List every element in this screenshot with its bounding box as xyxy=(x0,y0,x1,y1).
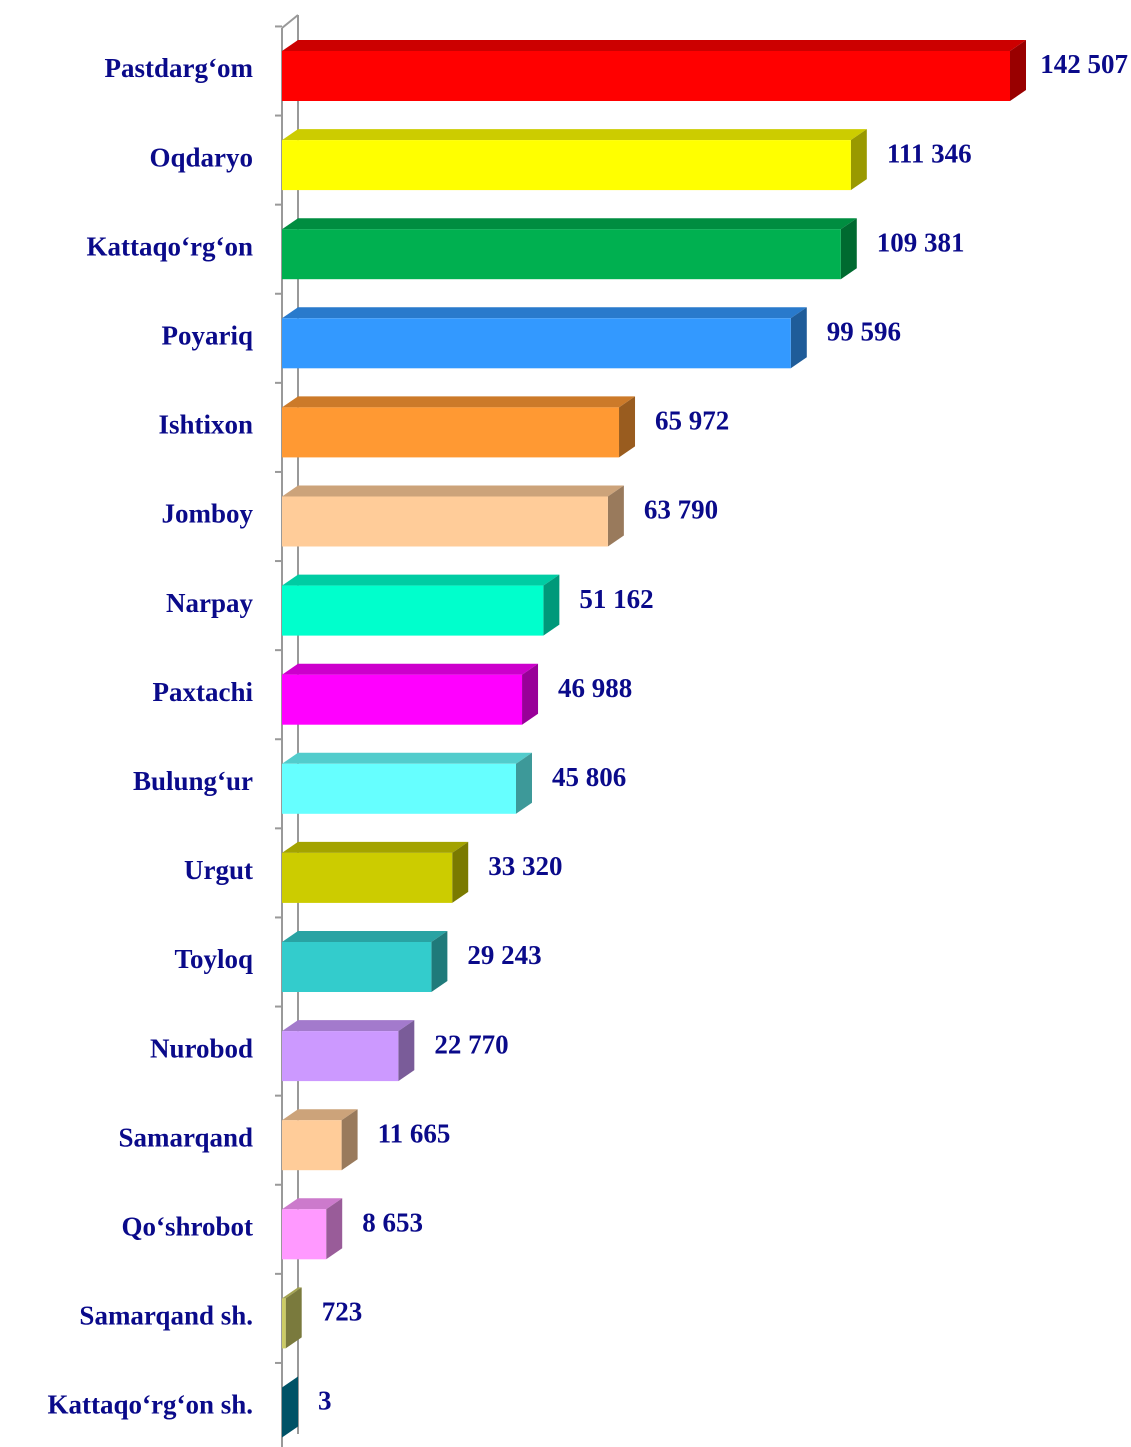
value-label: 11 665 xyxy=(378,1118,451,1148)
bar-side xyxy=(285,1287,302,1349)
value-label: 111 346 xyxy=(887,138,972,168)
bar-top xyxy=(282,663,539,675)
category-label: Poyariq xyxy=(162,321,254,351)
value-label: 723 xyxy=(322,1297,363,1327)
value-label: 63 790 xyxy=(644,495,718,525)
bar xyxy=(282,318,791,369)
category-label: Samarqand xyxy=(118,1122,253,1152)
category-label: Ishtixon xyxy=(158,410,253,440)
bar-side xyxy=(282,1376,299,1438)
category-label: Nurobod xyxy=(150,1033,253,1063)
bar-top xyxy=(282,574,560,586)
bar-side xyxy=(452,841,469,903)
value-label: 8 653 xyxy=(362,1208,423,1238)
bar-top xyxy=(282,218,857,230)
value-label: 46 988 xyxy=(558,673,632,703)
bar-side xyxy=(522,663,539,725)
bar-top xyxy=(282,129,867,141)
category-label: Narpay xyxy=(166,588,253,618)
bar-top xyxy=(282,841,469,853)
value-label: 51 162 xyxy=(579,584,653,614)
bar-side xyxy=(607,485,624,547)
value-label: 99 596 xyxy=(827,317,901,347)
category-label: Toyloq xyxy=(174,944,253,974)
category-label: Pastdarg‘om xyxy=(105,53,254,83)
bar xyxy=(282,852,453,903)
bar xyxy=(282,763,517,814)
category-label: Oqdaryo xyxy=(149,142,253,172)
bar-top xyxy=(282,396,636,408)
bar-side xyxy=(431,931,448,992)
bar-side xyxy=(543,574,560,636)
value-label: 65 972 xyxy=(655,406,729,436)
bar xyxy=(282,140,851,191)
bar-side xyxy=(790,307,807,369)
bar-side xyxy=(516,752,533,814)
bar xyxy=(282,1120,342,1171)
value-label: 29 243 xyxy=(467,940,541,970)
bar xyxy=(282,1209,327,1260)
bar-side xyxy=(619,396,636,458)
bar-top xyxy=(282,307,807,319)
bar-top xyxy=(282,40,1026,51)
bar-side xyxy=(850,129,867,191)
bar xyxy=(282,942,432,992)
value-label: 45 806 xyxy=(552,762,626,792)
category-label: Bulung‘ur xyxy=(133,766,253,796)
category-label: Kattaqo‘rg‘on xyxy=(87,231,253,261)
category-label: Samarqand sh. xyxy=(79,1301,253,1331)
value-label: 142 507 xyxy=(1040,49,1128,79)
bar-top xyxy=(282,1287,302,1299)
bar xyxy=(282,51,1010,101)
bar-side xyxy=(840,218,857,280)
bar-top xyxy=(282,1198,343,1210)
category-label: Kattaqo‘rg‘on sh. xyxy=(47,1390,253,1420)
bar xyxy=(282,229,841,280)
bar-top xyxy=(282,931,448,942)
bar xyxy=(282,585,544,636)
category-label: Qo‘shrobot xyxy=(121,1212,253,1242)
bar-side xyxy=(341,1109,358,1171)
bar-top xyxy=(282,485,624,497)
bar-side xyxy=(326,1198,343,1260)
category-label: Paxtachi xyxy=(153,677,254,707)
bar-side xyxy=(1010,40,1026,101)
value-label: 33 320 xyxy=(488,851,562,881)
bar-top xyxy=(282,1020,415,1032)
bar-top xyxy=(282,1376,299,1388)
category-label: Urgut xyxy=(184,855,253,885)
bar xyxy=(282,407,620,458)
value-label: 109 381 xyxy=(877,227,965,257)
bar xyxy=(282,1031,399,1082)
bar xyxy=(282,674,523,725)
bar-top xyxy=(282,752,533,764)
bar xyxy=(282,496,608,547)
bar xyxy=(282,1298,286,1349)
category-label: Jomboy xyxy=(161,499,253,529)
bar-top xyxy=(282,1109,358,1121)
value-label: 22 770 xyxy=(434,1029,508,1059)
bar-side xyxy=(398,1020,415,1082)
value-label: 3 xyxy=(318,1386,332,1416)
